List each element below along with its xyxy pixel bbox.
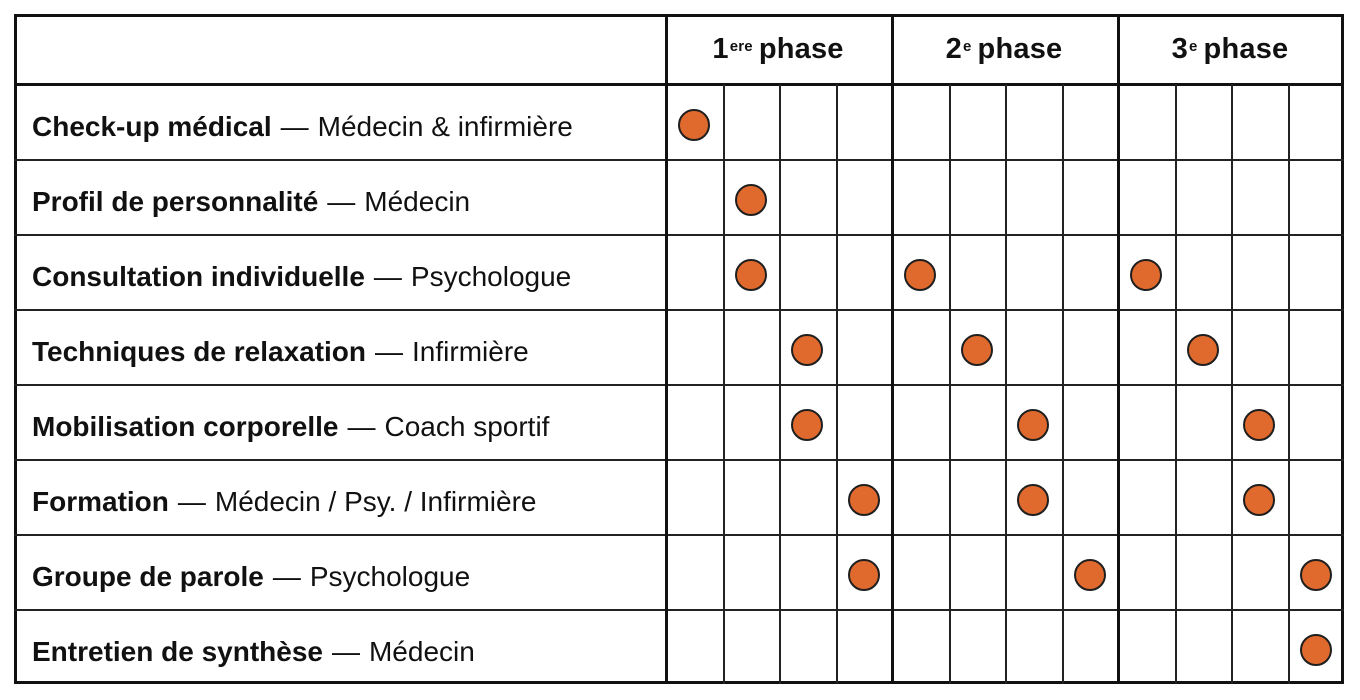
label-separator: —	[272, 560, 301, 592]
column-divider	[1062, 84, 1064, 684]
row-label-5: Mobilisation corporelle — Coach sportif	[32, 389, 549, 464]
schedule-dot	[961, 334, 993, 366]
schedule-dot	[1017, 409, 1049, 441]
row-divider	[14, 234, 1344, 236]
phase-3-number: 3	[1171, 32, 1188, 65]
activity-name: Formation	[32, 485, 169, 517]
schedule-dot	[735, 184, 767, 216]
row-label-1: Check-up médical — Médecin & infirmière	[32, 89, 573, 164]
table-border-left	[14, 14, 17, 684]
column-divider	[723, 84, 725, 684]
role-name: Médecin & infirmière	[317, 110, 573, 142]
schedule-dot	[1300, 559, 1332, 591]
role-name: Psychologue	[410, 260, 572, 292]
schedule-dot	[904, 259, 936, 291]
phase-1-suffix: ere	[729, 37, 753, 55]
phase-header-1: 1 ere phase	[666, 14, 890, 84]
role-name: Coach sportif	[384, 410, 550, 442]
column-divider	[1288, 84, 1290, 684]
schedule-dot	[848, 484, 880, 516]
label-separator: —	[331, 635, 360, 667]
label-separator: —	[327, 185, 356, 217]
column-divider	[836, 84, 838, 684]
label-separator: —	[177, 485, 206, 517]
table-border-bottom	[14, 681, 1344, 684]
phase-divider	[1117, 14, 1120, 684]
table-border-top	[14, 14, 1344, 17]
activity-name: Mobilisation corporelle	[32, 410, 339, 442]
phase-3-word: phase	[1203, 32, 1289, 65]
schedule-dot	[1017, 484, 1049, 516]
row-label-7: Groupe de parole — Psychologue	[32, 539, 470, 614]
activity-name: Profil de personnalité	[32, 185, 319, 217]
row-divider	[14, 534, 1344, 536]
role-name: Psychologue	[309, 560, 471, 592]
label-separator: —	[375, 335, 404, 367]
phase-1-word: phase	[758, 32, 844, 65]
label-separator: —	[347, 410, 376, 442]
row-label-8: Entretien de synthèse — Médecin	[32, 614, 475, 689]
schedule-dot	[1243, 409, 1275, 441]
phase-header-3: 3 e phase	[1118, 14, 1342, 84]
schedule-dot	[1187, 334, 1219, 366]
row-divider	[14, 309, 1344, 311]
column-divider	[1005, 84, 1007, 684]
schedule-dot	[735, 259, 767, 291]
row-label-3: Consultation individuelle — Psychologue	[32, 239, 571, 314]
row-label-2: Profil de personnalité — Médecin	[32, 164, 470, 239]
schedule-dot	[1130, 259, 1162, 291]
role-name: Médecin	[368, 635, 475, 667]
activity-name: Groupe de parole	[32, 560, 264, 592]
row-divider	[14, 609, 1344, 611]
schedule-dot	[1300, 634, 1332, 666]
label-separator: —	[373, 260, 402, 292]
phase-2-word: phase	[977, 32, 1063, 65]
row-label-4: Techniques de relaxation — Infirmière	[32, 314, 529, 389]
column-divider	[779, 84, 781, 684]
schedule-dot	[678, 109, 710, 141]
column-divider	[1231, 84, 1233, 684]
label-column-divider	[665, 14, 668, 684]
phase-2-number: 2	[945, 32, 962, 65]
activity-name: Entretien de synthèse	[32, 635, 323, 667]
column-divider	[1175, 84, 1177, 684]
schedule-dot	[1074, 559, 1106, 591]
column-divider	[949, 84, 951, 684]
phase-header-2: 2 e phase	[892, 14, 1116, 84]
phase-1-number: 1	[712, 32, 729, 65]
activity-name: Techniques de relaxation	[32, 335, 367, 367]
schedule-dot	[848, 559, 880, 591]
phase-2-suffix: e	[962, 37, 972, 55]
role-name: Médecin	[364, 185, 471, 217]
table-border-right	[1341, 14, 1344, 684]
role-name: Médecin / Psy. / Infirmière	[214, 485, 537, 517]
role-name: Infirmière	[412, 335, 529, 367]
schedule-dot	[791, 409, 823, 441]
phase-divider	[891, 14, 894, 684]
row-divider	[14, 459, 1344, 461]
schedule-dot	[1243, 484, 1275, 516]
row-divider	[14, 159, 1344, 161]
row-divider	[14, 384, 1344, 386]
activity-name: Consultation individuelle	[32, 260, 365, 292]
schedule-dot	[791, 334, 823, 366]
label-separator: —	[280, 110, 309, 142]
activity-name: Check-up médical	[32, 110, 272, 142]
phase-3-suffix: e	[1188, 37, 1198, 55]
header-divider	[14, 83, 1344, 86]
row-label-6: Formation — Médecin / Psy. / Infirmière	[32, 464, 536, 539]
